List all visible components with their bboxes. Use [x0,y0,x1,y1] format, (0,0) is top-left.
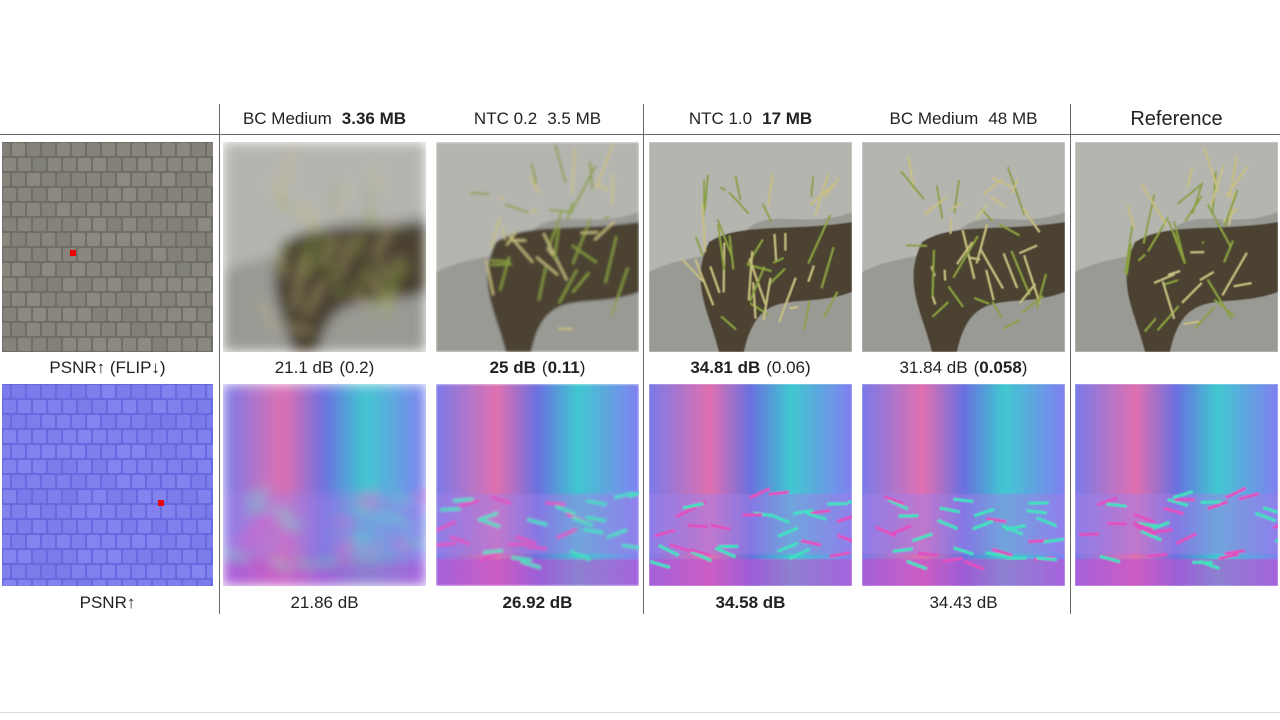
albedo-crop [436,142,639,352]
metric-value: 21.86 dB [223,590,426,616]
metric-label: PSNR↑ [79,593,136,612]
text-segment: BC Medium [889,109,979,128]
metric-value: 34.43 dB [862,590,1065,616]
text-segment: NTC 1.0 [688,109,753,128]
flip-value: (0.11) [542,358,586,378]
column-header: BC Medium 48 MB [862,106,1065,132]
metric-value: 25 dB (0.11) [436,355,639,381]
text-segment: 34.43 dB [929,593,998,612]
metric-value: 31.84 dB (0.058) [862,355,1065,381]
text-segment: ) [579,358,586,377]
flip-value: (0.06) [766,358,810,378]
text-segment: 34.81 dB [690,358,761,377]
text-segment: (0.2) [339,358,375,377]
text-segment: 0.11 [547,358,580,377]
column-header: BC Medium 3.36 MB [223,106,426,132]
header-rule [0,134,1280,135]
text-segment: 48 MB [988,109,1038,128]
metric-value: 34.81 dB (0.06) [649,355,852,381]
normal-crop [649,384,852,586]
text-segment: ( [541,358,548,377]
column-header: NTC 1.0 17 MB [649,106,852,132]
flip-value: (0.2) [339,358,374,378]
column-header: Reference [1075,106,1278,132]
column-divider [1070,104,1071,614]
albedo-crop [223,142,426,352]
albedo-crop [1075,142,1278,352]
text-segment: 21.1 dB [274,358,334,377]
column-header: NTC 0.2 3.5 MB [436,106,639,132]
column-divider [219,104,220,614]
metric-value: 26.92 dB [436,590,639,616]
text-segment: 26.92 dB [502,593,573,612]
bottom-rule [0,712,1280,713]
text-segment: 31.84 dB [899,358,968,377]
text-segment: 3.36 MB [341,109,407,128]
column-divider [643,104,644,614]
albedo-crop [862,142,1065,352]
text-segment: 34.58 dB [715,593,786,612]
normal-crop [1075,384,1278,586]
text-segment: ( [973,358,980,377]
text-segment: (0.06) [766,358,811,377]
albedo-thumbnail [2,142,213,352]
normal-map-thumbnail [2,384,213,586]
text-segment: 17 MB [762,109,813,128]
text-segment: 3.5 MB [547,109,602,128]
flip-value: (0.058) [974,358,1028,378]
text-segment: 21.86 dB [290,593,359,612]
text-segment: 0.058 [979,358,1022,377]
text-segment: BC Medium [242,109,332,128]
text-segment: NTC 0.2 [473,109,538,128]
text-segment: ) [1021,358,1028,377]
text-segment: Reference [1130,107,1223,130]
albedo-crop [649,142,852,352]
metric-label: PSNR↑ (FLIP↓) [49,358,166,377]
text-segment: 25 dB [489,358,536,377]
normal-crop [436,384,639,586]
metric-value: 21.1 dB (0.2) [223,355,426,381]
normal-crop [223,384,426,586]
metric-value: 34.58 dB [649,590,852,616]
normal-crop [862,384,1065,586]
